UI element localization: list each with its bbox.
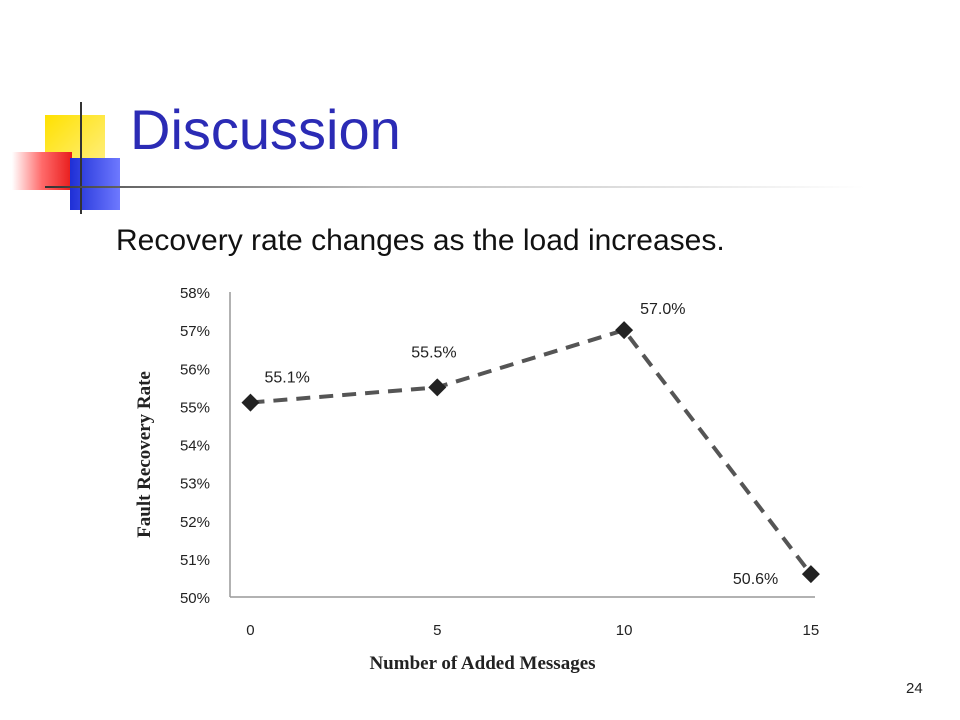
- y-tick-label: 54%: [180, 438, 210, 455]
- y-tick-label: 56%: [180, 361, 210, 378]
- data-label: 55.1%: [264, 370, 309, 387]
- fault-recovery-chart: 50% 51% 52% 53% 54% 55% 56% 57% 58% 0 5 10 15 Number …: [134, 285, 820, 674]
- decor-vertical-line: [80, 102, 82, 214]
- y-tick-label: 58%: [180, 285, 210, 302]
- x-tick-label: 15: [803, 622, 820, 639]
- x-tick-label: 0: [246, 622, 254, 639]
- title-underline: [45, 186, 865, 188]
- data-label: 57.0%: [640, 301, 685, 318]
- x-tick-label: 10: [616, 622, 633, 639]
- data-point-marker: [801, 565, 820, 584]
- slide-number: 24: [906, 680, 923, 697]
- x-axis-title: Number of Added Messages: [369, 653, 595, 674]
- y-axis-title: Fault Recovery Rate: [134, 371, 155, 538]
- data-label: 55.5%: [411, 344, 456, 361]
- y-tick-label: 52%: [180, 514, 210, 531]
- decor-blue-square: [70, 158, 120, 210]
- slide-subtitle: Recovery rate changes as the load increa…: [116, 224, 725, 257]
- slide-title: Discussion: [130, 98, 401, 161]
- data-label: 50.6%: [733, 571, 778, 588]
- series-line: [250, 327, 813, 576]
- data-point-marker: [241, 393, 260, 412]
- y-tick-label: 53%: [180, 476, 210, 493]
- y-tick-label: 50%: [180, 590, 210, 607]
- y-tick-label: 57%: [180, 323, 210, 340]
- y-tick-label: 55%: [180, 399, 210, 416]
- data-point-marker: [615, 321, 634, 340]
- x-tick-label: 5: [433, 622, 441, 639]
- data-point-marker: [428, 378, 447, 397]
- y-tick-label: 51%: [180, 552, 210, 569]
- decor-red-square: [12, 152, 72, 190]
